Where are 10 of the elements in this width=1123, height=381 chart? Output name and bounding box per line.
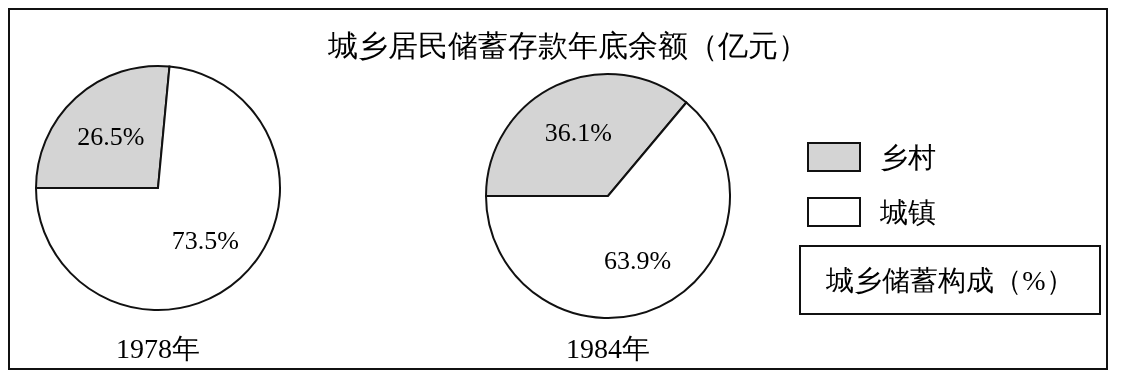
slice-label: 1978年 [116, 333, 200, 364]
chart-title: 城乡居民储蓄存款年底余额（亿元） [327, 29, 808, 62]
legend-label: 城镇 [879, 197, 936, 228]
legend-title: 城乡储蓄构成（%） [825, 265, 1074, 296]
data-label: 36.1% [544, 118, 612, 148]
data-label: 26.5% [77, 122, 145, 152]
data-label: 63.9% [604, 245, 672, 275]
data-label: 73.5% [171, 225, 239, 255]
legend-label: 乡村 [880, 142, 936, 173]
slice-label: 1984年 [566, 333, 650, 364]
